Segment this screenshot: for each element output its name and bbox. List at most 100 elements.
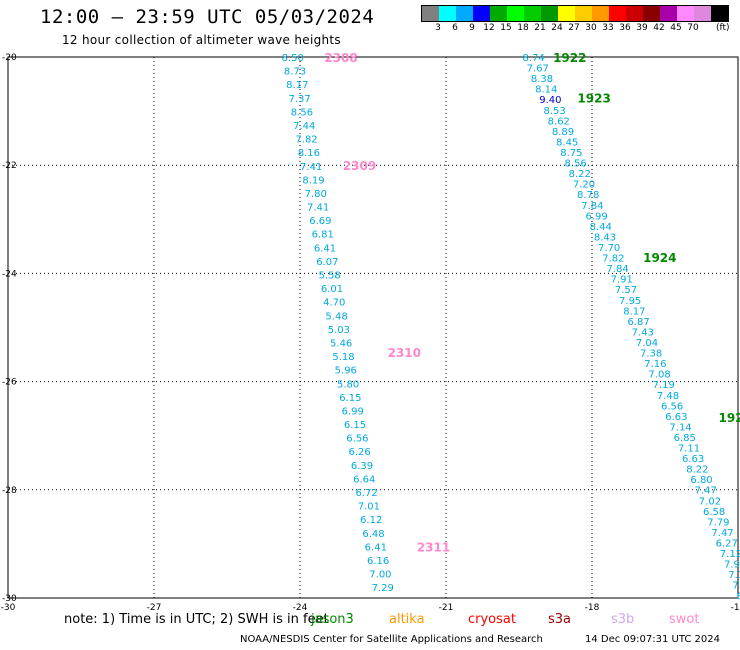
color-legend-bar xyxy=(421,5,729,22)
wave-height-value: 7.04 xyxy=(636,338,658,349)
wave-height-value: 7.43 xyxy=(632,327,654,338)
color-swatch xyxy=(609,6,626,21)
color-legend-tick: 30 xyxy=(585,23,597,33)
y-tick-label: -22 xyxy=(2,161,17,171)
color-legend-tick: 42 xyxy=(653,23,665,33)
wave-height-value: 6.69 xyxy=(309,216,331,227)
satellite-legend-item: swot xyxy=(669,612,700,627)
wave-height-value: 7.57 xyxy=(615,285,637,296)
wave-height-value: 7.37 xyxy=(288,94,310,105)
wave-height-value: 6.99 xyxy=(342,406,364,417)
credit-text: NOAA/NESDIS Center for Satellite Applica… xyxy=(240,634,543,645)
wave-height-value: 5.03 xyxy=(328,325,350,336)
wave-height-value: 7.01 xyxy=(732,581,740,592)
wave-height-value: 7.12 xyxy=(728,570,740,581)
wave-height-value: 8.38 xyxy=(531,74,553,85)
wave-height-value: 6.15 xyxy=(339,393,361,404)
x-tick-label: -30 xyxy=(1,603,16,613)
wave-height-value: 6.64 xyxy=(353,474,375,485)
wave-height-value: 7.44 xyxy=(293,121,315,132)
wave-height-value: 7.79 xyxy=(707,517,729,528)
satellite-legend-item: jason3 xyxy=(311,612,354,627)
satellite-legend-item: s3b xyxy=(611,612,635,627)
satellite-legend-item: cryosat xyxy=(468,612,516,627)
wave-height-value: 8.56 xyxy=(291,107,313,118)
wave-height-value: 7.80 xyxy=(305,189,327,200)
wave-height-value: 6.85 xyxy=(674,433,696,444)
color-legend-tick: 18 xyxy=(517,23,529,33)
wave-height-value: 6.12 xyxy=(360,515,382,526)
wave-height-value: 8.19 xyxy=(302,175,324,186)
wave-height-value: 7.91 xyxy=(611,275,633,286)
color-swatch xyxy=(592,6,609,21)
wave-height-value: 7.38 xyxy=(640,349,662,360)
wave-height-value: 5.80 xyxy=(337,379,359,390)
color-swatch xyxy=(422,6,439,21)
pass-time-label: 1925 xyxy=(719,411,740,425)
color-swatch xyxy=(490,6,507,21)
wave-height-value: 6.26 xyxy=(349,447,371,458)
wave-height-value: 8.50 xyxy=(282,53,304,64)
wave-height-value: 7.01 xyxy=(358,502,380,513)
wave-height-value: 6.41 xyxy=(314,243,336,254)
color-legend-tick: 45 xyxy=(670,23,682,33)
wave-height-value: 6.80 xyxy=(690,475,712,486)
wave-height-value: 6.15 xyxy=(344,420,366,431)
wave-height-value: 8.44 xyxy=(590,222,612,233)
wave-height-value: 8.56 xyxy=(564,159,586,170)
wave-height-value: 8.62 xyxy=(548,116,570,127)
y-tick-label: -30 xyxy=(2,594,17,604)
color-swatch xyxy=(643,6,660,21)
color-swatch xyxy=(677,6,694,21)
color-swatch xyxy=(575,6,592,21)
wave-height-value: 8.17 xyxy=(286,80,308,91)
x-tick-label: -15 xyxy=(731,603,740,613)
chart-subtitle: 12 hour collection of altimeter wave hei… xyxy=(62,33,341,47)
wave-height-value: 6.07 xyxy=(316,257,338,268)
wave-height-value: 7.02 xyxy=(699,496,721,507)
wave-height-value: 6.48 xyxy=(362,529,384,540)
wave-height-value: 8.17 xyxy=(623,306,645,317)
pass-time-label: 2310 xyxy=(388,346,421,360)
wave-height-value: 6.16 xyxy=(367,556,389,567)
wave-height-value: 6.63 xyxy=(665,412,687,423)
wave-height-value: 7.41 xyxy=(300,162,322,173)
color-legend-tick: 15 xyxy=(500,23,512,33)
pass-time-label: 1924 xyxy=(643,251,676,265)
wave-height-value: 6.87 xyxy=(627,317,649,328)
wave-height-value: 7.67 xyxy=(527,64,549,75)
wave-height-value: 8.75 xyxy=(560,148,582,159)
wave-height-value: 5.48 xyxy=(325,311,347,322)
chart-title: 12:00 – 23:59 UTC 05/03/2024 xyxy=(40,6,375,28)
wave-height-value: 4.70 xyxy=(323,298,345,309)
satellite-legend-item: s3a xyxy=(548,612,572,627)
pass-time-label: 1923 xyxy=(577,92,610,106)
wave-height-value: 6.41 xyxy=(365,542,387,553)
wave-height-value: 7.82 xyxy=(602,254,624,265)
pass-time-label: 2308 xyxy=(324,51,357,65)
wave-height-value: 5.96 xyxy=(335,366,357,377)
color-swatch xyxy=(660,6,677,21)
wave-height-value: 7.47 xyxy=(711,528,733,539)
y-tick-label: -20 xyxy=(2,53,17,63)
wave-height-value: 6.99 xyxy=(585,211,607,222)
wave-height-value: 7.84 xyxy=(606,264,628,275)
wave-height-value: 7.48 xyxy=(657,391,679,402)
wave-height-value: 7.95 xyxy=(619,296,641,307)
x-tick-label: -21 xyxy=(439,603,454,613)
wave-height-value: 9.40 xyxy=(539,95,561,106)
wave-height-value: 7.12 xyxy=(720,549,740,560)
wave-height-value: 7.08 xyxy=(648,370,670,381)
wave-height-value: 7.29 xyxy=(372,583,394,594)
color-legend-tick: 24 xyxy=(551,23,563,33)
color-swatch xyxy=(558,6,575,21)
color-legend-tick: 70 xyxy=(687,23,699,33)
x-tick-label: -18 xyxy=(585,603,600,613)
wave-height-value: 6.56 xyxy=(661,401,683,412)
wave-height-value: 6.72 xyxy=(355,488,377,499)
y-tick-label: -24 xyxy=(2,269,17,279)
color-legend-tick: 12 xyxy=(483,23,495,33)
wave-height-value: 7.84 xyxy=(581,201,603,212)
color-swatch xyxy=(507,6,524,21)
